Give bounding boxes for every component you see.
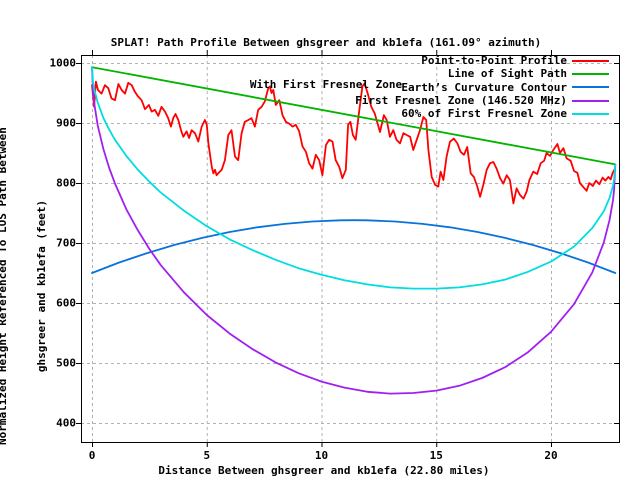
y-tick-label: 500 xyxy=(56,356,76,370)
legend-line-sample-earth-curvature xyxy=(572,86,609,89)
legend-label-fresnel-60: 60% of First Fresnel Zone xyxy=(401,107,567,121)
legend-row-los: Line of Sight Path xyxy=(355,67,609,80)
legend-line-sample-fresnel-60 xyxy=(572,112,609,115)
legend-line-sample-profile xyxy=(572,59,609,62)
y-tick-label: 400 xyxy=(56,416,76,430)
y-tick-label: 800 xyxy=(56,176,76,190)
series-line-0 xyxy=(91,80,617,205)
x-tick-label: 0 xyxy=(88,449,96,462)
series-line-4 xyxy=(91,66,617,290)
legend-row-profile: Point-to-Point Profile xyxy=(355,54,609,67)
x-tick-label: 10 xyxy=(314,449,329,462)
legend-label-los: Line of Sight Path xyxy=(447,67,567,81)
legend-row-fresnel-60: 60% of First Fresnel Zone xyxy=(355,107,609,120)
x-tick-label: 15 xyxy=(429,449,443,462)
legend-label-profile: Point-to-Point Profile xyxy=(421,54,567,68)
y-tick-label: 700 xyxy=(56,236,76,250)
legend-line-sample-los xyxy=(572,72,609,75)
y-tick-label: 600 xyxy=(56,296,76,310)
chart-title: SPLAT! Path Profile Between ghsgreer and… xyxy=(20,8,632,120)
chart-title-line2: With First Fresnel Zone xyxy=(249,78,403,91)
series-line-3 xyxy=(91,66,617,395)
legend-line-sample-fresnel xyxy=(572,99,609,102)
legend-label-fresnel: First Fresnel Zone (146.520 MHz) xyxy=(355,94,567,108)
y-axis-label-line1: Normalized Height Referenced To LOS Path… xyxy=(0,127,9,445)
y-tick-label: 1000 xyxy=(49,56,77,70)
plot-frame xyxy=(81,55,620,443)
chart-title-line1: SPLAT! Path Profile Between ghsgreer and… xyxy=(110,36,542,49)
legend-label-earth-curvature: Earth’s Curvature Contour xyxy=(401,80,567,94)
series-line-1 xyxy=(91,66,617,166)
x-tick-label: 20 xyxy=(544,449,558,462)
x-tick-label: 5 xyxy=(203,449,211,462)
y-tick-label: 900 xyxy=(56,116,76,130)
series-line-2 xyxy=(91,219,617,274)
legend-row-fresnel: First Fresnel Zone (146.520 MHz) xyxy=(355,94,609,107)
x-axis-label: Distance Between ghsgreer and kb1efa (22… xyxy=(158,464,490,477)
legend: Point-to-Point Profile Line of Sight Pat… xyxy=(355,54,609,120)
legend-row-earth-curvature: Earth’s Curvature Contour xyxy=(355,81,609,94)
